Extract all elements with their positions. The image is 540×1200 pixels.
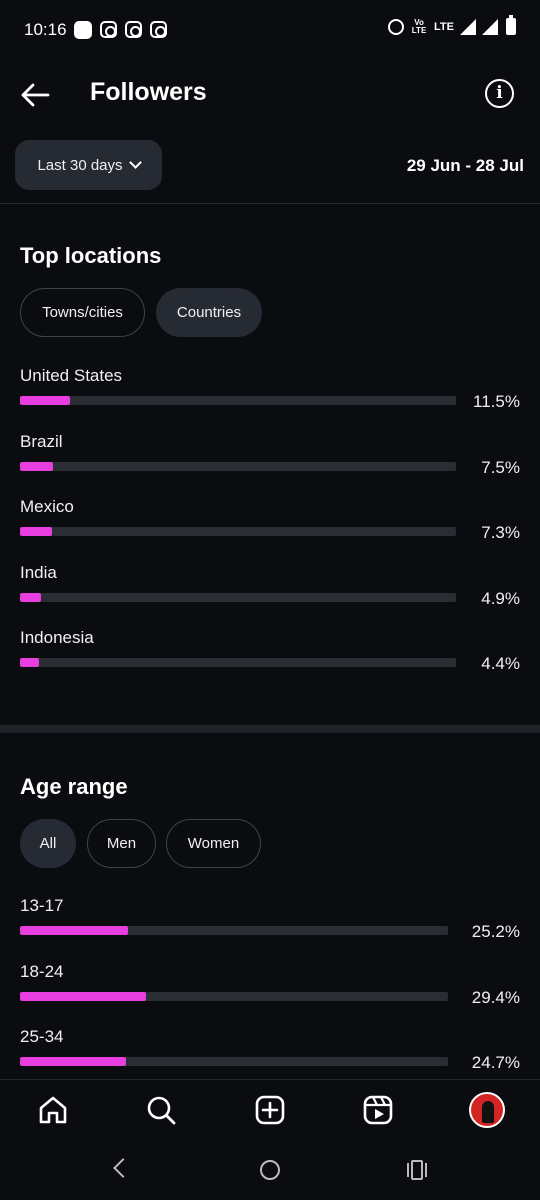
stat-label: India xyxy=(20,562,57,582)
tab-towns-cities[interactable]: Towns/cities xyxy=(20,288,145,337)
signal-icon xyxy=(482,18,498,35)
system-indicators: Vo LTE LTE xyxy=(388,15,516,35)
system-navigation-bar xyxy=(0,1141,540,1200)
home-icon[interactable] xyxy=(37,1094,69,1126)
instagram-notification-icon xyxy=(125,21,142,38)
stat-value: 24.7% xyxy=(471,1053,520,1072)
profile-avatar[interactable] xyxy=(469,1092,505,1128)
stat-bar-fill xyxy=(20,926,128,935)
top-locations-title: Top locations xyxy=(20,243,162,268)
instagram-notification-icon xyxy=(150,21,167,38)
stat-value: 11.5% xyxy=(473,392,520,411)
stat-value: 7.5% xyxy=(481,457,520,477)
tab-women[interactable]: Women xyxy=(166,819,261,868)
search-icon[interactable] xyxy=(145,1094,177,1126)
section-divider xyxy=(0,725,540,733)
stat-bar-track xyxy=(20,461,456,471)
date-range-dropdown-label: Last 30 days xyxy=(37,156,123,174)
alarm-icon xyxy=(388,18,405,35)
tab-label: All xyxy=(39,835,57,852)
stat-bar-track xyxy=(20,991,448,1001)
date-range-text: 29 Jun - 28 Jul xyxy=(406,156,524,175)
app-header: Followers i xyxy=(0,62,540,128)
instagram-notification-icon xyxy=(100,21,117,38)
stat-bar-track xyxy=(20,658,456,667)
date-range-dropdown[interactable]: Last 30 days xyxy=(15,140,162,190)
stat-row: Mexico 7.3% xyxy=(20,497,520,547)
stat-row: 18-24 29.4% xyxy=(20,962,520,1012)
stat-label: 18-24 xyxy=(20,961,64,981)
stat-label: Indonesia xyxy=(20,628,94,647)
stat-bar-fill xyxy=(20,527,52,536)
system-back-icon[interactable] xyxy=(113,1158,133,1178)
stat-row: India 4.9% xyxy=(20,563,520,613)
system-home-icon[interactable] xyxy=(260,1160,280,1180)
battery-icon xyxy=(506,15,516,35)
info-icon[interactable]: i xyxy=(485,79,514,108)
tab-men[interactable]: Men xyxy=(87,819,156,868)
page-title: Followers xyxy=(90,78,207,106)
bottom-navigation xyxy=(0,1079,540,1141)
reels-icon[interactable] xyxy=(362,1094,394,1126)
lte-indicator: LTE xyxy=(434,20,454,33)
stat-value: 7.3% xyxy=(481,523,520,542)
tab-label: Men xyxy=(106,835,137,852)
stat-bar-track xyxy=(20,1057,448,1066)
create-post-icon[interactable] xyxy=(254,1094,286,1126)
stat-bar-fill xyxy=(20,658,39,667)
stat-label: United States xyxy=(20,366,123,385)
stat-row: Indonesia 4.4% xyxy=(20,628,520,678)
stat-bar-fill xyxy=(20,396,70,405)
stat-bar-fill xyxy=(20,991,146,1001)
tab-label: Women xyxy=(187,835,240,852)
volte-indicator: Vo LTE xyxy=(411,17,427,35)
chevron-down-icon xyxy=(128,156,142,169)
stat-bar-track xyxy=(20,527,456,536)
stat-bar-track xyxy=(20,592,456,602)
divider xyxy=(0,203,540,204)
signal-icon xyxy=(460,18,476,35)
tab-all[interactable]: All xyxy=(20,819,76,868)
stat-row: 25-34 24.7% xyxy=(20,1027,520,1077)
stat-label: Brazil xyxy=(20,431,63,451)
stat-value: 4.9% xyxy=(481,588,520,608)
system-recents-icon[interactable] xyxy=(406,1160,428,1180)
stat-label: 13-17 xyxy=(20,896,64,915)
tab-countries[interactable]: Countries xyxy=(156,288,262,337)
stat-bar-track xyxy=(20,396,456,405)
age-range-title: Age range xyxy=(20,774,128,799)
status-bar: 10:16 Vo LTE LTE xyxy=(0,0,540,62)
stat-value: 4.4% xyxy=(481,654,520,673)
stat-label: 25-34 xyxy=(20,1027,64,1046)
tab-label: Countries xyxy=(176,304,242,321)
stat-label: Mexico xyxy=(20,497,74,516)
stat-row: Brazil 7.5% xyxy=(20,432,520,482)
stat-bar-fill xyxy=(20,592,41,602)
status-time: 10:16 xyxy=(24,20,67,39)
tab-label: Towns/cities xyxy=(42,304,123,321)
back-arrow-icon[interactable] xyxy=(20,82,50,108)
stat-bar-fill xyxy=(20,1057,126,1066)
notification-app-icon xyxy=(74,21,92,39)
stat-bar-fill xyxy=(20,461,53,471)
stat-row: 13-17 25.2% xyxy=(20,896,520,946)
stat-row: United States 11.5% xyxy=(20,366,520,416)
stat-value: 29.4% xyxy=(471,987,520,1007)
notification-icons xyxy=(74,21,167,39)
stat-bar-track xyxy=(20,926,448,935)
stat-value: 25.2% xyxy=(471,922,520,941)
